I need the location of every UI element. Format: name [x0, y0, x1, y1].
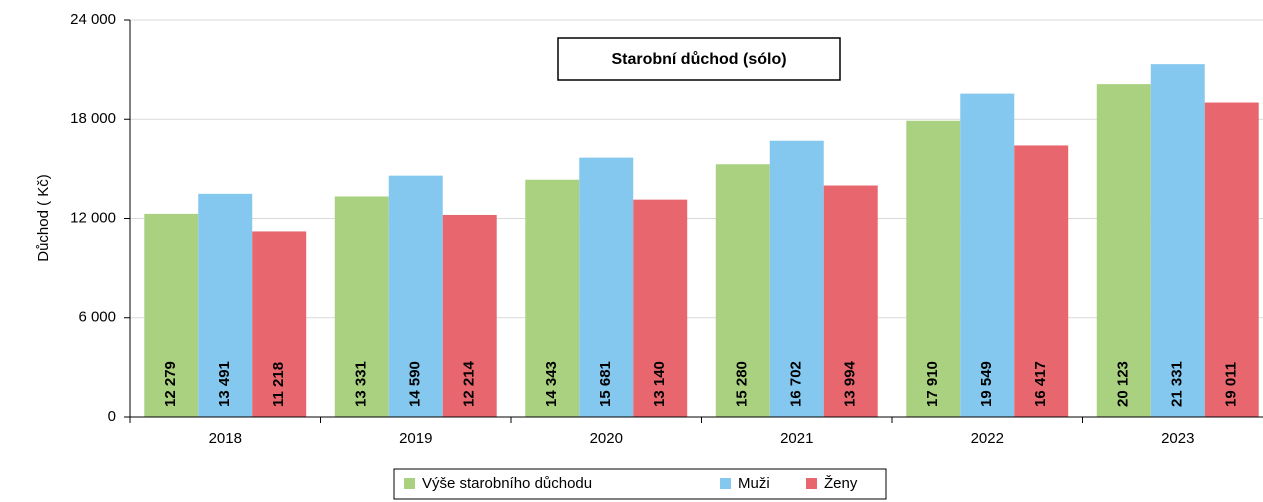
- value-label: 19 011: [1223, 362, 1240, 407]
- bar: [442, 214, 497, 417]
- legend-box: [393, 468, 887, 500]
- bar: [1150, 64, 1205, 417]
- y-tick-label: 18 000: [70, 110, 116, 127]
- x-tick-label: 2020: [590, 430, 623, 447]
- y-tick-label: 0: [108, 408, 116, 425]
- bar: [525, 179, 580, 417]
- bar: [960, 93, 1015, 418]
- value-label: 12 214: [461, 360, 478, 407]
- legend-label: Ženy: [824, 475, 858, 492]
- bar: [906, 120, 961, 418]
- bar: [715, 164, 770, 417]
- y-axis-label: Důchod ( Kč): [35, 174, 52, 262]
- bar: [1204, 102, 1259, 418]
- value-label: 12 279: [162, 361, 179, 407]
- value-label: 13 140: [651, 361, 668, 407]
- value-label: 17 910: [924, 361, 941, 407]
- legend-swatch: [806, 478, 817, 489]
- x-tick-label: 2019: [399, 430, 432, 447]
- value-label: 19 549: [978, 361, 995, 407]
- y-tick-label: 6 000: [78, 309, 116, 326]
- value-label: 16 702: [788, 361, 805, 407]
- x-tick-label: 2021: [780, 430, 813, 447]
- value-label: 14 590: [407, 361, 424, 407]
- bar: [252, 231, 307, 417]
- bar: [823, 185, 878, 417]
- y-tick-label: 12 000: [70, 209, 116, 226]
- title-box: [557, 37, 841, 81]
- bar: [198, 193, 253, 417]
- value-label: 11 218: [270, 362, 287, 407]
- bar: [1096, 84, 1151, 417]
- value-label: 14 343: [543, 361, 560, 407]
- value-label: 16 417: [1032, 361, 1049, 407]
- bar: [1014, 145, 1069, 417]
- bar: [334, 196, 389, 417]
- x-tick-label: 2018: [209, 430, 242, 447]
- y-tick-label: 24 000: [70, 11, 116, 28]
- value-label: 15 280: [734, 361, 751, 407]
- legend-label: Muži: [738, 475, 770, 492]
- legend-label: Výše starobního důchodu: [422, 475, 592, 492]
- bar: [579, 157, 634, 418]
- value-label: 15 681: [597, 361, 614, 407]
- value-label: 13 994: [842, 360, 859, 407]
- value-label: 13 491: [216, 361, 233, 407]
- bar: [769, 140, 824, 418]
- legend-swatch: [720, 478, 731, 489]
- x-tick-label: 2023: [1161, 430, 1194, 447]
- legend-swatch: [404, 478, 415, 489]
- x-tick-label: 2022: [971, 430, 1004, 447]
- value-label: 20 123: [1115, 361, 1132, 407]
- bar: [633, 199, 688, 417]
- value-label: 13 331: [353, 361, 370, 407]
- bar: [144, 213, 199, 417]
- chart-title: Starobní důchod (sólo): [611, 51, 786, 68]
- bar: [388, 175, 443, 417]
- value-label: 21 331: [1169, 361, 1186, 407]
